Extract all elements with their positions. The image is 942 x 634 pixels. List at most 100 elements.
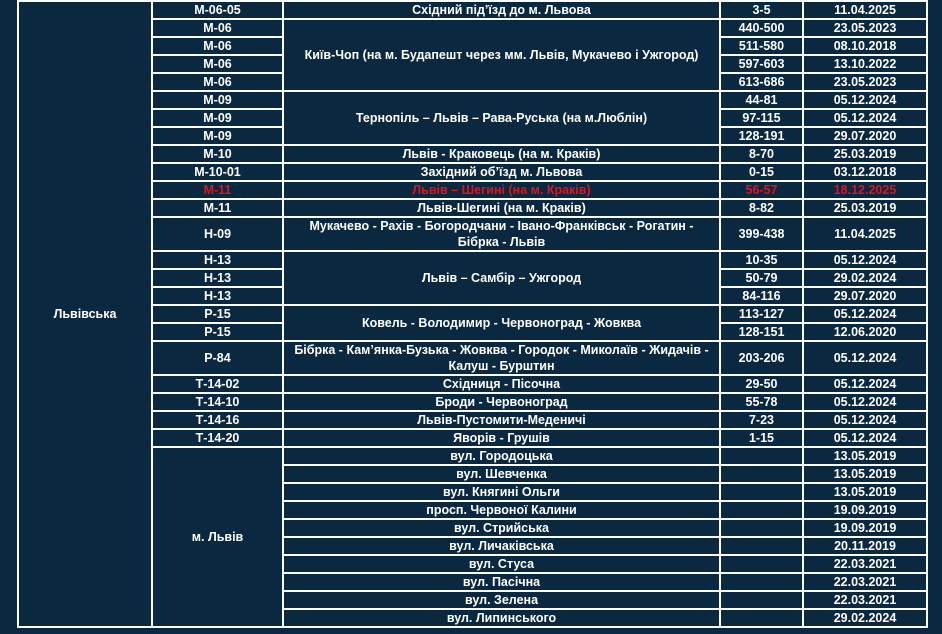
table-row: м. Львів вул. Городоцька 13.05.2019 — [18, 446, 928, 628]
date-cell: 05.12.2024 — [802, 250, 928, 270]
table-row: Р-84 Бібрка - Кам’янка-Бузька - Жовква - … — [18, 340, 928, 376]
region-cell: Львівська — [17, 0, 153, 628]
road-name-cell: Яворів - Грушів — [282, 428, 721, 448]
table-row: вул. Шевченка 13.05.2019 — [18, 464, 928, 484]
km-range-cell: 29-50 — [719, 374, 804, 394]
km-range-cell: 440-500 — [719, 18, 804, 38]
table-row: вул. Стуса 22.03.2021 — [18, 554, 928, 574]
km-range-cell — [719, 464, 804, 484]
table-row: Р-15 128-151 12.06.2020 — [18, 322, 928, 342]
street-name-cell: просп. Червоної Калини — [282, 500, 721, 520]
date-cell: 19.09.2019 — [802, 500, 928, 520]
table-row: вул. Зелена 22.03.2021 — [18, 590, 928, 610]
date-cell: 29.02.2024 — [802, 608, 928, 628]
date-cell: 05.12.2024 — [802, 340, 928, 376]
street-name-cell: вул. Княгині Ольги — [282, 482, 721, 502]
km-range-cell: 8-70 — [719, 144, 804, 164]
road-name-cell: Східниця - Пісочна — [282, 374, 721, 394]
table-row: Т-14-16 Львів-Пустомити-Меденичі 7-23 05.12… — [18, 410, 928, 430]
km-range-cell: 399-438 — [719, 216, 804, 252]
km-range-cell: 613-686 — [719, 72, 804, 92]
table-row: Львівська М-06-05 Східний під’їзд до м. Ль… — [17, 0, 928, 628]
km-range-cell: 3-5 — [719, 0, 804, 20]
road-code-cell: Р-84 — [151, 340, 284, 376]
road-code-cell: Т-14-20 — [151, 428, 284, 448]
road-code-cell: М-09 — [151, 126, 284, 146]
table-row: М-06 613-686 23.05.2023 — [18, 72, 928, 92]
road-name-cell: Мукачево - Рахів - Богородчани - Івано-Ф… — [282, 216, 721, 252]
street-name-cell: вул. Стуса — [282, 554, 721, 574]
date-cell: 03.12.2018 — [802, 162, 928, 182]
date-cell: 13.10.2022 — [802, 54, 928, 74]
date-cell: 13.05.2019 — [802, 482, 928, 502]
date-cell: 18.12.2025 — [802, 180, 928, 200]
date-cell: 29.07.2020 — [802, 286, 928, 306]
road-code-cell: М-06-05 — [151, 0, 284, 20]
date-cell: 22.03.2021 — [802, 554, 928, 574]
street-name-cell: вул. Городоцька — [282, 446, 721, 466]
table-row: просп. Червоної Калини 19.09.2019 — [18, 500, 928, 520]
table-row: вул. Личаківська 20.11.2019 — [18, 536, 928, 556]
km-range-cell — [719, 554, 804, 574]
table-row: М-06 511-580 08.10.2018 — [18, 36, 928, 56]
km-range-cell: 128-151 — [719, 322, 804, 342]
road-name-cell: Західний об’їзд м. Львова — [282, 162, 721, 182]
km-range-cell — [719, 590, 804, 610]
date-cell: 05.12.2024 — [802, 392, 928, 412]
km-range-cell: 10-35 — [719, 250, 804, 270]
date-cell: 22.03.2021 — [802, 590, 928, 610]
road-code-cell: М-10 — [151, 144, 284, 164]
table-row: М-11 Львів – Шегині (на м. Краків) 56-57 18… — [18, 180, 928, 200]
street-name-cell: вул. Личаківська — [282, 536, 721, 556]
road-code-cell: М-06 — [151, 54, 284, 74]
date-cell: 05.12.2024 — [802, 304, 928, 324]
km-range-cell: 50-79 — [719, 268, 804, 288]
table-row: М-06 597-603 13.10.2022 — [18, 54, 928, 74]
road-code-cell: Т-14-10 — [151, 392, 284, 412]
km-range-cell: 128-191 — [719, 126, 804, 146]
road-code-cell: М-10-01 — [151, 162, 284, 182]
road-code-cell: Н-13 — [151, 250, 284, 270]
road-name-cell: Тернопіль – Львів – Рава-Руська (на м.Лю… — [282, 90, 721, 146]
km-range-cell — [719, 446, 804, 466]
road-code-cell: Н-13 — [151, 268, 284, 288]
road-code-cell: Т-14-02 — [151, 374, 284, 394]
table-row: М-11 Львів-Шегині (на м. Краків) 8-82 25.03… — [18, 198, 928, 218]
date-cell: 22.03.2021 — [802, 572, 928, 592]
street-name-cell: вул. Зелена — [282, 590, 721, 610]
table-row: М-10-01 Західний об’їзд м. Львова 0-15 03.1… — [18, 162, 928, 182]
km-range-cell — [719, 482, 804, 502]
street-name-cell: вул. Стрийська — [282, 518, 721, 538]
date-cell: 25.03.2019 — [802, 144, 928, 164]
road-name-cell: Львів-Шегині (на м. Краків) — [282, 198, 721, 218]
date-cell: 05.12.2024 — [802, 374, 928, 394]
date-cell: 13.05.2019 — [802, 464, 928, 484]
date-cell: 29.07.2020 — [802, 126, 928, 146]
km-range-cell: 84-116 — [719, 286, 804, 306]
table-row: Т-14-20 Яворів - Грушів 1-15 05.12.2024 — [18, 428, 928, 448]
table-row: М-09 Тернопіль – Львів – Рава-Руська (на … — [18, 90, 928, 146]
km-range-cell: 203-206 — [719, 340, 804, 376]
date-cell: 13.05.2019 — [802, 446, 928, 466]
road-code-cell: Р-15 — [151, 304, 284, 324]
street-name-cell: вул. Липинського — [282, 608, 721, 628]
table-row: М-06 Київ-Чоп (на м. Будапешт через мм. Л… — [18, 18, 928, 92]
road-code-cell: Н-13 — [151, 286, 284, 306]
km-range-cell: 55-78 — [719, 392, 804, 412]
date-cell: 11.04.2025 — [802, 0, 928, 20]
date-cell: 11.04.2025 — [802, 216, 928, 252]
road-name-cell: Львів - Краковець (на м. Краків) — [282, 144, 721, 164]
date-cell: 20.11.2019 — [802, 536, 928, 556]
km-range-cell: 511-580 — [719, 36, 804, 56]
city-cell: м. Львів — [151, 446, 284, 628]
table-row: вул. Стрийська 19.09.2019 — [18, 518, 928, 538]
street-name-cell: вул. Пасічна — [282, 572, 721, 592]
road-name-cell: Київ-Чоп (на м. Будапешт через мм. Львів… — [282, 18, 721, 92]
km-range-cell — [719, 572, 804, 592]
date-cell: 29.02.2024 — [802, 268, 928, 288]
date-cell: 19.09.2019 — [802, 518, 928, 538]
km-range-cell: 7-23 — [719, 410, 804, 430]
road-code-cell: Т-14-16 — [151, 410, 284, 430]
date-cell: 05.12.2024 — [802, 410, 928, 430]
date-cell: 12.06.2020 — [802, 322, 928, 342]
